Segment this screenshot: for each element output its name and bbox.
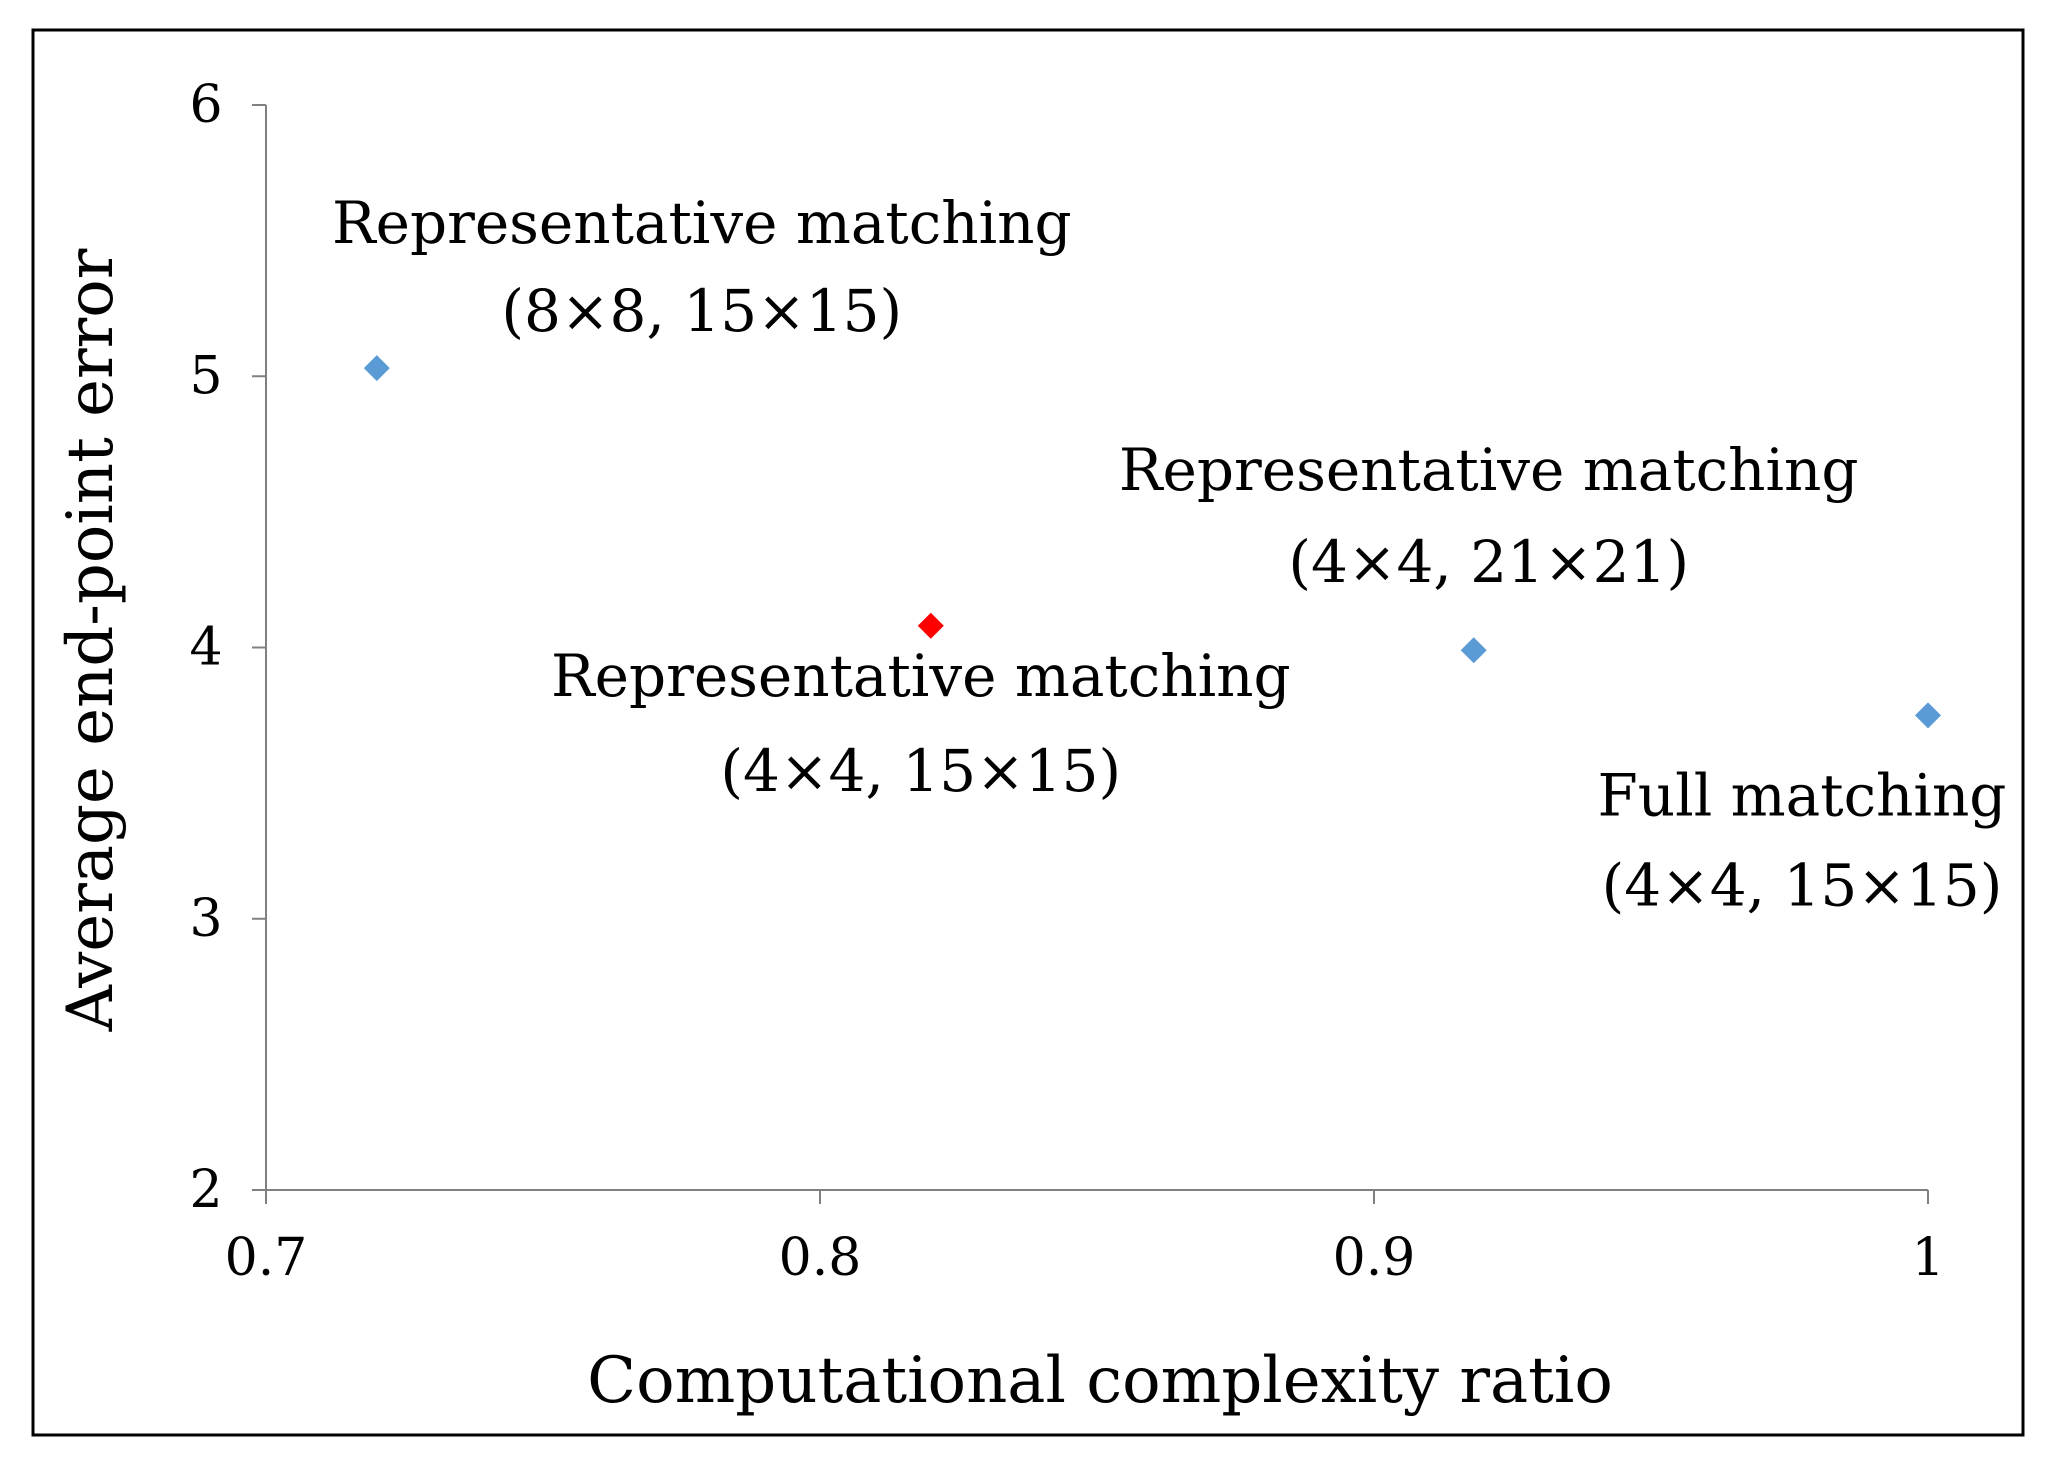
x-tick-label: 0.9 — [1333, 1228, 1416, 1288]
y-tick-label: 3 — [189, 889, 222, 949]
data-point-2 — [917, 612, 944, 639]
point-label-2-line-2: (4×4, 15×15) — [720, 737, 1121, 805]
data-point-4 — [1915, 702, 1941, 729]
point-label-1-line-2: (8×8, 15×15) — [501, 277, 902, 345]
point-label-4-line-2: (4×4, 15×15) — [1602, 851, 2003, 919]
y-tick-label: 4 — [189, 618, 222, 678]
chart-frame — [31, 28, 2025, 1437]
y-tick-label: 5 — [189, 346, 222, 406]
point-label-4-line-1: Full matching — [1598, 761, 2007, 829]
y-axis-title: Average end-point error — [54, 248, 128, 1032]
data-point-3 — [1460, 637, 1487, 664]
y-tick-label: 2 — [189, 1160, 222, 1220]
y-tick-label: 6 — [189, 75, 222, 135]
x-tick-label: 1 — [1911, 1228, 1944, 1288]
x-axis-title: Computational complexity ratio — [587, 1344, 1613, 1418]
point-label-1-line-1: Representative matching — [332, 189, 1072, 257]
x-tick-label: 0.8 — [779, 1228, 862, 1288]
point-label-3-line-2: (4×4, 21×21) — [1288, 528, 1689, 596]
point-label-2-line-1: Representative matching — [551, 642, 1291, 710]
x-tick-label: 0.7 — [225, 1228, 308, 1288]
data-point-1 — [363, 355, 390, 382]
point-label-3-line-1: Representative matching — [1119, 436, 1859, 504]
